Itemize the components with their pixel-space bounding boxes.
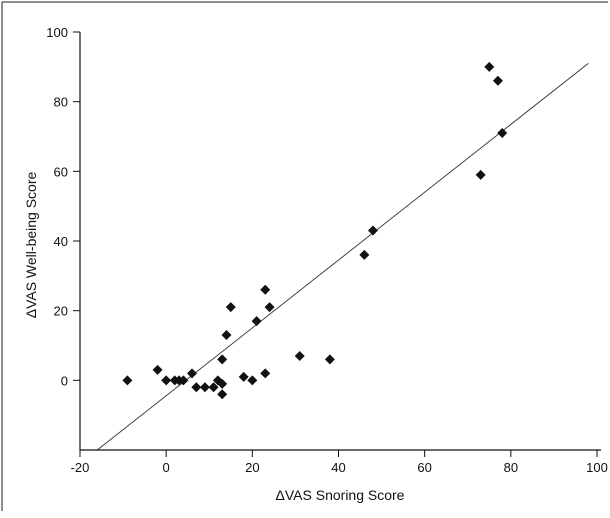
data-point xyxy=(251,316,262,327)
y-tick-label: 80 xyxy=(54,95,68,110)
data-point xyxy=(475,169,486,180)
y-axis-title: ΔVAS Well-being Score xyxy=(23,172,39,319)
y-tick-label: 20 xyxy=(54,304,68,319)
data-point xyxy=(359,249,370,260)
data-point xyxy=(178,375,189,386)
data-point xyxy=(497,128,508,139)
x-tick-label: 80 xyxy=(504,460,518,475)
data-point xyxy=(260,368,271,379)
data-point xyxy=(152,364,163,375)
data-point xyxy=(294,350,305,361)
x-tick-label: 40 xyxy=(331,460,345,475)
data-point xyxy=(492,75,503,86)
data-point xyxy=(225,302,236,313)
x-tick-label: 0 xyxy=(163,460,170,475)
regression-line xyxy=(96,62,589,451)
x-axis-title: ΔVAS Snoring Score xyxy=(276,487,405,503)
data-point xyxy=(260,284,271,295)
data-point xyxy=(238,371,249,382)
plot-area: -20 0 20 40 60 80 100 0 20 40 60 80 100 xyxy=(46,25,608,475)
y-tick-label: 0 xyxy=(61,373,68,388)
y-tick-label: 40 xyxy=(54,234,68,249)
y-tick-label: 60 xyxy=(54,164,68,179)
data-point xyxy=(264,302,275,313)
data-point xyxy=(191,382,202,393)
data-point xyxy=(217,378,228,389)
data-point xyxy=(221,330,232,341)
data-point xyxy=(217,354,228,365)
data-point xyxy=(199,382,210,393)
data-point xyxy=(324,354,335,365)
x-tick-label: -20 xyxy=(71,460,90,475)
data-point xyxy=(187,368,198,379)
x-tick-label: 20 xyxy=(245,460,259,475)
data-point xyxy=(247,375,258,386)
data-point xyxy=(122,375,133,386)
data-point xyxy=(161,375,172,386)
data-point xyxy=(367,225,378,236)
data-point xyxy=(208,382,219,393)
x-tick-label: 100 xyxy=(586,460,608,475)
data-point xyxy=(217,389,228,400)
data-point xyxy=(484,61,495,72)
y-tick-label: 100 xyxy=(46,25,68,40)
x-tick-label: 60 xyxy=(417,460,431,475)
